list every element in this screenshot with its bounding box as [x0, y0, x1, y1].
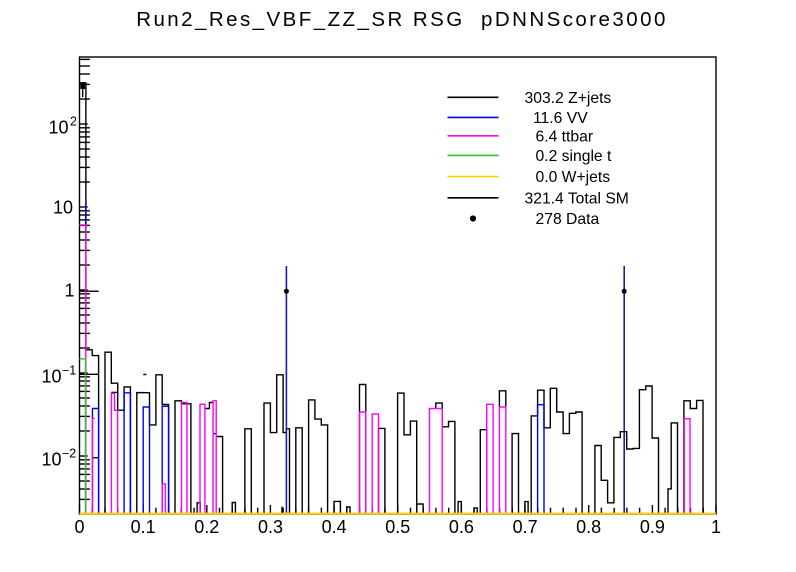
svg-text:321.4 Total SM: 321.4 Total SM: [525, 190, 629, 207]
svg-text:10: 10: [42, 450, 62, 470]
svg-text:11.6 VV: 11.6 VV: [533, 110, 588, 127]
svg-text:2: 2: [70, 115, 77, 129]
svg-text:0.0 W+jets: 0.0 W+jets: [536, 169, 611, 186]
svg-text:0.5: 0.5: [385, 517, 410, 537]
svg-text:−1: −1: [62, 364, 76, 378]
svg-text:0.2 single t: 0.2 single t: [536, 148, 613, 165]
svg-text:0.1: 0.1: [131, 517, 156, 537]
svg-text:10: 10: [42, 367, 62, 387]
svg-text:1: 1: [65, 280, 75, 300]
svg-text:303.2 Z+jets: 303.2 Z+jets: [525, 90, 612, 107]
svg-text:10: 10: [53, 197, 73, 217]
svg-text:278 Data: 278 Data: [536, 211, 600, 228]
svg-text:0.8: 0.8: [576, 517, 601, 537]
svg-text:10: 10: [49, 118, 69, 138]
svg-text:0.7: 0.7: [513, 517, 538, 537]
svg-text:0.9: 0.9: [640, 517, 665, 537]
svg-text:6.4 ttbar: 6.4 ttbar: [536, 128, 594, 145]
svg-text:0.4: 0.4: [322, 517, 347, 537]
svg-text:0.3: 0.3: [258, 517, 283, 537]
svg-text:0: 0: [74, 517, 84, 537]
svg-text:1: 1: [711, 517, 721, 537]
svg-text:0.6: 0.6: [449, 517, 474, 537]
svg-text:0.2: 0.2: [194, 517, 219, 537]
svg-text:−2: −2: [62, 447, 76, 461]
svg-text:Run2_Res_VBF_ZZ_SR RSG pDNNSc: Run2_Res_VBF_ZZ_SR RSG pDNNScore3000: [136, 8, 668, 31]
